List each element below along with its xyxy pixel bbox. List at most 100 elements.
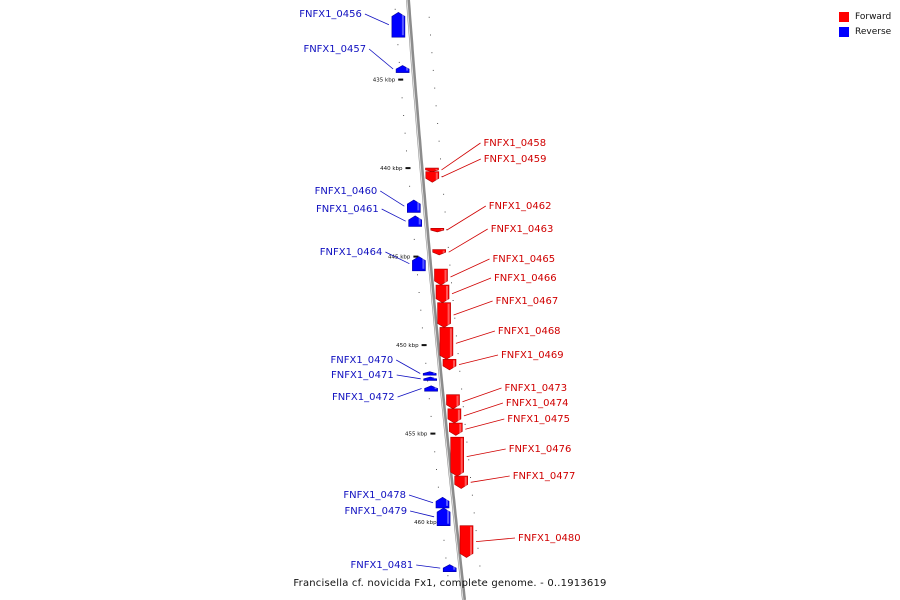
- gene-label[interactable]: FNFX1_0460: [315, 186, 378, 197]
- gene-label[interactable]: FNFX1_0462: [489, 201, 552, 212]
- gene-label[interactable]: FNFX1_0457: [303, 44, 366, 55]
- gene-highlight: [435, 169, 438, 171]
- gene-feature[interactable]: [442, 564, 457, 573]
- tick-label: 445 kbp: [388, 255, 411, 261]
- gene-feature[interactable]: [425, 167, 439, 173]
- gene-label[interactable]: FNFX1_0472: [332, 392, 395, 403]
- gene-feature[interactable]: [437, 302, 451, 328]
- gene-feature[interactable]: [459, 525, 474, 558]
- gene-label[interactable]: FNFX1_0481: [351, 560, 414, 571]
- label-leader: [381, 208, 406, 222]
- label-leader: [448, 228, 488, 253]
- gene-label[interactable]: FNFX1_0456: [299, 9, 362, 20]
- gene-label[interactable]: FNFX1_0467: [496, 296, 559, 307]
- gene-label[interactable]: FNFX1_0458: [484, 138, 547, 149]
- gene-feature[interactable]: [424, 385, 438, 392]
- label-leader: [397, 388, 422, 398]
- gene-highlight: [446, 286, 448, 301]
- label-leader: [408, 494, 434, 504]
- label-leader: [396, 359, 421, 374]
- gene-label[interactable]: FNFX1_0473: [505, 383, 568, 394]
- gene-label[interactable]: FNFX1_0459: [484, 154, 547, 165]
- tick-label: 435 kbp: [373, 78, 396, 84]
- gene-feature[interactable]: [446, 394, 460, 410]
- gene-feature[interactable]: [430, 228, 445, 233]
- gene-label[interactable]: FNFX1_0466: [494, 273, 557, 284]
- gene-feature[interactable]: [395, 65, 410, 73]
- gene-label[interactable]: FNFX1_0475: [507, 414, 570, 425]
- label-leader: [441, 158, 481, 178]
- label-leader: [458, 354, 499, 365]
- gene-label[interactable]: FNFX1_0476: [509, 444, 572, 455]
- gene-label[interactable]: FNFX1_0469: [501, 350, 564, 361]
- label-leader: [368, 48, 394, 70]
- gene-highlight: [459, 424, 462, 434]
- gene-feature[interactable]: [435, 496, 450, 509]
- gene-feature[interactable]: [448, 422, 463, 436]
- label-leader: [465, 418, 505, 430]
- gene-label[interactable]: FNFX1_0479: [344, 506, 407, 517]
- label-leader: [416, 564, 441, 569]
- gene-feature[interactable]: [432, 249, 447, 256]
- gene-highlight: [464, 477, 467, 487]
- gene-highlight: [433, 378, 436, 379]
- gene-label[interactable]: FNFX1_0463: [491, 224, 554, 235]
- gene-features: [391, 12, 474, 573]
- gene-label[interactable]: FNFX1_0464: [320, 247, 383, 258]
- gene-feature[interactable]: [454, 475, 469, 489]
- gene-highlight: [456, 395, 459, 407]
- gene-highlight: [453, 565, 456, 570]
- gene-highlight: [418, 216, 421, 225]
- legend-forward-label: Forward: [855, 11, 892, 22]
- gene-label[interactable]: FNFX1_0477: [513, 471, 576, 482]
- gene-feature[interactable]: [442, 358, 457, 371]
- gene-feature[interactable]: [450, 436, 465, 477]
- gene-feature[interactable]: [436, 507, 451, 527]
- label-leader: [475, 537, 516, 542]
- gene-highlight: [457, 409, 460, 421]
- tick-label: 450 kbp: [396, 343, 419, 349]
- gene-feature[interactable]: [439, 327, 454, 360]
- gene-feature[interactable]: [434, 268, 448, 286]
- label-leader: [462, 387, 502, 403]
- gene-label[interactable]: FNFX1_0470: [331, 355, 394, 366]
- gene-feature[interactable]: [422, 371, 437, 376]
- label-leader: [380, 190, 405, 207]
- legend-forward: Forward: [839, 9, 891, 24]
- gene-highlight: [406, 66, 409, 71]
- gene-highlight: [447, 303, 450, 326]
- gene-highlight: [401, 13, 404, 36]
- gene-highlight: [422, 257, 425, 269]
- label-leader: [446, 205, 487, 231]
- gene-feature[interactable]: [412, 256, 426, 272]
- label-leader: [466, 448, 506, 457]
- legend-reverse-label: Reverse: [855, 26, 892, 37]
- gene-highlight: [446, 498, 448, 506]
- gene-feature[interactable]: [408, 215, 423, 227]
- gene-feature[interactable]: [391, 12, 406, 38]
- gene-label[interactable]: FNFX1_0480: [518, 533, 581, 544]
- gene-feature[interactable]: [447, 408, 462, 424]
- gene-label[interactable]: FNFX1_0471: [331, 370, 394, 381]
- gene-feature[interactable]: [425, 171, 440, 183]
- gene-highlight: [433, 372, 436, 374]
- gene-label[interactable]: FNFX1_0478: [343, 490, 406, 501]
- gene-label[interactable]: FNFX1_0461: [316, 204, 379, 215]
- major-tick: [421, 344, 427, 347]
- tick-label: 455 kbp: [405, 432, 428, 438]
- gene-label[interactable]: FNFX1_0465: [493, 254, 556, 265]
- gene-label[interactable]: FNFX1_0474: [506, 398, 569, 409]
- gene-feature[interactable]: [435, 284, 450, 304]
- major-tick: [405, 167, 411, 170]
- label-leader: [463, 402, 504, 417]
- gene-label[interactable]: FNFX1_0468: [498, 326, 561, 337]
- label-leader: [396, 374, 421, 380]
- major-tick: [413, 255, 419, 258]
- gene-highlight: [417, 201, 420, 211]
- gene-feature[interactable]: [406, 199, 421, 213]
- major-tick: [398, 78, 404, 81]
- label-leader: [453, 300, 493, 316]
- genome-backbone: [406, 0, 467, 600]
- label-leader: [470, 475, 510, 483]
- gene-feature[interactable]: [423, 376, 438, 381]
